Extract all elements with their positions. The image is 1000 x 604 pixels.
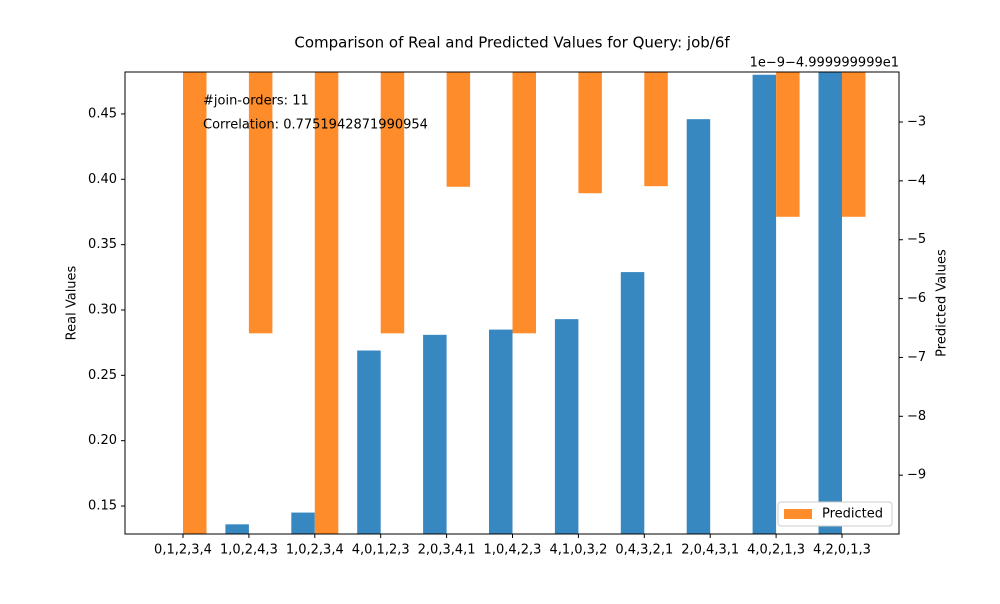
- annotation: #join-orders: 11: [203, 94, 309, 109]
- bar: [489, 329, 513, 534]
- y-tick-label: 0.20: [88, 433, 117, 448]
- bar: [578, 72, 602, 194]
- bar: [818, 72, 842, 534]
- bar: [842, 72, 866, 217]
- legend-label: Predicted: [822, 507, 883, 522]
- y-tick-label: 0.25: [88, 368, 117, 383]
- bar: [423, 334, 447, 534]
- bar: [554, 319, 579, 534]
- y-tick-label: 0.45: [88, 106, 117, 121]
- y2-tick-label: −9: [907, 468, 926, 483]
- bar: [620, 272, 645, 534]
- legend-swatch: [784, 509, 812, 519]
- y2-tick-label: −5: [907, 232, 926, 247]
- plot-area: [183, 0, 866, 534]
- bar: [512, 72, 536, 334]
- bar: [686, 119, 711, 534]
- x-tick-label: 4,0,2,1,3: [747, 543, 805, 558]
- bar: [710, 0, 734, 63]
- bar: [357, 350, 381, 534]
- y-tick-label: 0.35: [88, 237, 117, 252]
- y2-tick-label: −7: [907, 350, 926, 365]
- x-tick-label: 2,0,4,3,1: [681, 543, 739, 558]
- bar: [644, 72, 668, 187]
- y2-tick-label: −6: [907, 291, 926, 306]
- chart-title: Comparison of Real and Predicted Values …: [294, 34, 730, 52]
- x-tick-label: 1,0,2,4,3: [220, 543, 278, 558]
- x-tick-label: 4,2,0,1,3: [813, 543, 871, 558]
- y2-tick-label: −4: [907, 173, 926, 188]
- y-tick-label: 0.15: [88, 499, 117, 514]
- x-tick-label: 1,0,2,3,4: [286, 543, 344, 558]
- y2-tick-label: −8: [907, 409, 926, 424]
- x-tick-label: 4,0,1,2,3: [352, 543, 410, 558]
- bar: [314, 72, 339, 534]
- bar: [248, 72, 273, 334]
- y-axis-label: Real Values: [65, 265, 80, 340]
- x-tick-label: 2,0,3,4,1: [418, 543, 476, 558]
- legend-box: [777, 501, 893, 527]
- bar: [225, 524, 249, 534]
- x-tick-label: 1,0,4,2,3: [484, 543, 542, 558]
- y2-offset-label: 1e−9−4.999999999e1: [750, 56, 899, 71]
- y-tick-label: 0.40: [88, 172, 117, 187]
- x-tick-label: 0,4,3,2,1: [615, 543, 673, 558]
- y2-tick-label: −3: [907, 115, 926, 130]
- y2-axis-label: Predicted Values: [935, 249, 950, 357]
- bar: [776, 72, 800, 217]
- y-tick-label: 0.30: [88, 302, 117, 317]
- x-tick-label: 4,1,0,3,2: [549, 543, 607, 558]
- bar: [446, 72, 471, 187]
- annotation: Correlation: 0.7751942871990954: [203, 118, 428, 133]
- bar: [291, 512, 315, 534]
- bar: [183, 72, 207, 534]
- x-tick-label: 0,1,2,3,4: [154, 543, 212, 558]
- bar: [752, 74, 777, 534]
- bar: [380, 72, 405, 334]
